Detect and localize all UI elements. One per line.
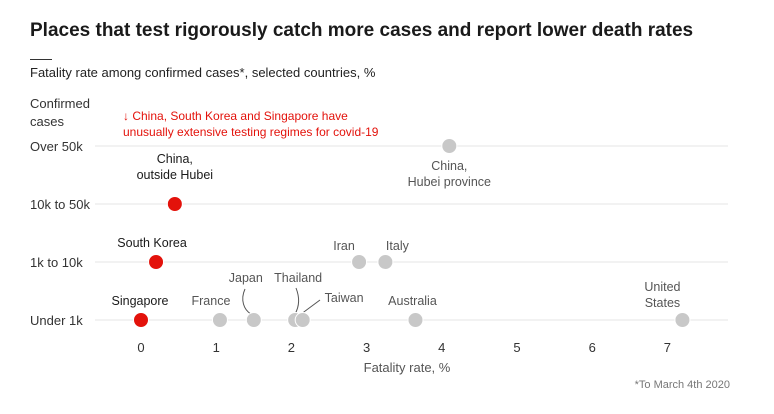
- point-label-japan: Japan: [229, 271, 263, 285]
- point-china-hubei-province: [441, 138, 458, 154]
- y-tick-label-over-50k: Over 50k: [30, 139, 83, 154]
- y-axis-title-line-1: Confirmed: [30, 96, 90, 111]
- point-label-iran: Iran: [333, 239, 355, 253]
- annotation-line-1: ↓ China, South Korea and Singapore have: [123, 109, 348, 123]
- x-tick-label-2: 2: [288, 340, 295, 355]
- point-label-line: China,: [157, 152, 193, 166]
- point-label-line: Iran: [333, 239, 355, 253]
- point-layer: [133, 138, 691, 328]
- x-tick-label-4: 4: [438, 340, 445, 355]
- connector-thailand: [294, 287, 299, 315]
- annotation-layer: ↓ China, South Korea and Singapore have u…: [123, 109, 379, 139]
- point-label-south-korea: South Korea: [117, 236, 187, 250]
- x-tick-label-0: 0: [137, 340, 144, 355]
- point-label-singapore: Singapore: [112, 294, 169, 308]
- point-label-line: Australia: [388, 294, 437, 308]
- point-italy: [377, 254, 394, 270]
- point-label-united-states: United States: [644, 280, 680, 310]
- x-axis-title: Fatality rate, %: [364, 360, 451, 375]
- connector-layer: [242, 287, 321, 316]
- y-tick-label-under-1k: Under 1k: [30, 313, 83, 328]
- point-label-china-outside-hubei: China, outside Hubei: [137, 152, 213, 182]
- x-tick-label-3: 3: [363, 340, 370, 355]
- x-tick-label-7: 7: [664, 340, 671, 355]
- y-axis-title-line-2: cases: [30, 114, 64, 129]
- point-label-line: South Korea: [117, 236, 187, 250]
- y-tick-label-1k-to-10k: 1k to 10k: [30, 255, 83, 270]
- point-label-taiwan: Taiwan: [325, 291, 364, 305]
- point-australia: [407, 312, 424, 328]
- axis-layer: Confirmed cases Fatality rate, % Under 1…: [30, 96, 671, 375]
- point-iran: [351, 254, 368, 270]
- point-label-line: France: [192, 294, 231, 308]
- point-china-outside-hubei: [166, 196, 183, 212]
- point-taiwan: [294, 312, 311, 328]
- x-tick-label-6: 6: [589, 340, 596, 355]
- point-label-line: Japan: [229, 271, 263, 285]
- point-france: [211, 312, 228, 328]
- y-tick-label-10k-to-50k: 10k to 50k: [30, 197, 90, 212]
- point-label-layer: China, Hubei province China, outside Hubei S…: [112, 152, 681, 310]
- point-label-line: Thailand: [274, 271, 322, 285]
- point-label-australia: Australia: [388, 294, 437, 308]
- point-label-line: States: [645, 296, 680, 310]
- point-label-line: Taiwan: [325, 291, 364, 305]
- point-label-line: China,: [431, 159, 467, 173]
- point-singapore: [133, 312, 149, 328]
- point-label-italy: Italy: [386, 239, 410, 253]
- point-label-line: United: [644, 280, 680, 294]
- x-tick-label-5: 5: [513, 340, 520, 355]
- point-label-line: outside Hubei: [137, 168, 213, 182]
- x-tick-label-1: 1: [213, 340, 220, 355]
- chart-subtitle: Fatality rate among confirmed cases*, se…: [30, 65, 376, 80]
- point-united-states: [674, 312, 691, 328]
- point-label-china-hubei-province: China, Hubei province: [408, 159, 491, 189]
- chart-title: Places that test rigorously catch more c…: [30, 20, 694, 41]
- annotation-line-2: unusually extensive testing regimes for …: [123, 125, 379, 139]
- point-label-line: Italy: [386, 239, 410, 253]
- point-label-line: Hubei province: [408, 175, 491, 189]
- connector-japan: [242, 288, 252, 315]
- point-label-thailand: Thailand: [274, 271, 322, 285]
- point-japan: [245, 312, 262, 328]
- point-label-france: France: [192, 294, 231, 308]
- point-label-line: Singapore: [112, 294, 169, 308]
- footnote: *To March 4th 2020: [634, 379, 730, 391]
- point-south-korea: [148, 254, 165, 270]
- title-rule: [30, 59, 52, 60]
